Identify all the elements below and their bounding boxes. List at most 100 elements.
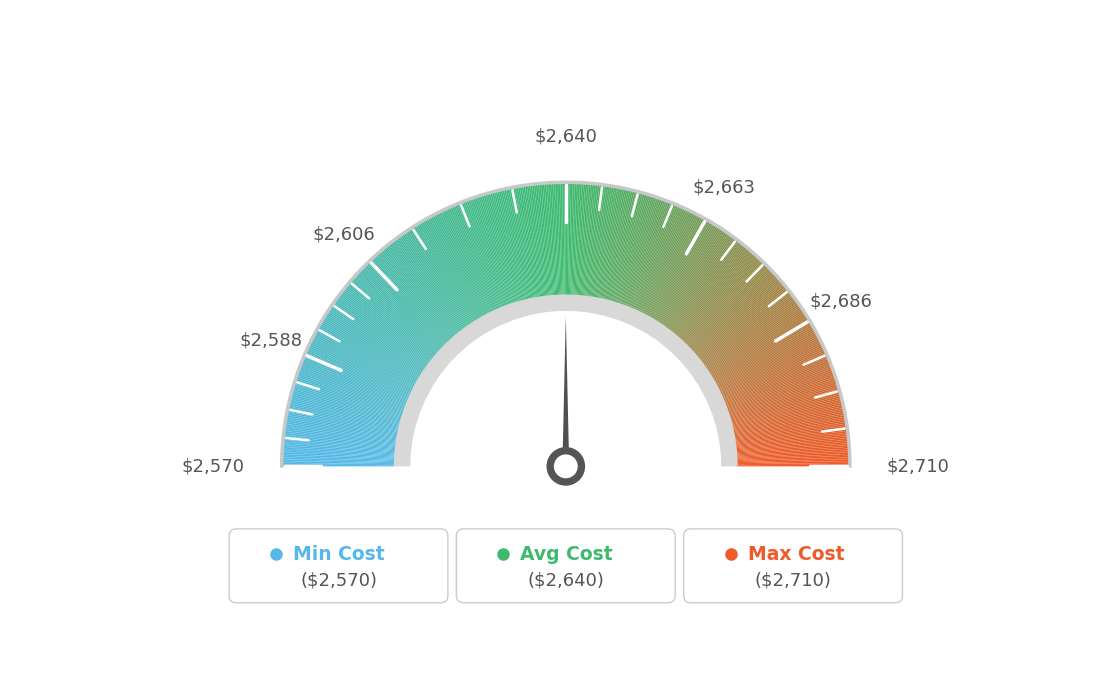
- Wedge shape: [723, 359, 829, 402]
- Wedge shape: [386, 245, 459, 335]
- Wedge shape: [599, 188, 624, 299]
- Wedge shape: [323, 315, 422, 377]
- Wedge shape: [671, 243, 743, 333]
- Wedge shape: [591, 185, 608, 298]
- Wedge shape: [604, 190, 631, 300]
- Wedge shape: [628, 202, 672, 308]
- Wedge shape: [679, 253, 755, 339]
- Wedge shape: [311, 337, 414, 390]
- Wedge shape: [380, 251, 455, 338]
- Wedge shape: [287, 411, 399, 435]
- Wedge shape: [736, 455, 850, 461]
- Wedge shape: [484, 194, 517, 304]
- Wedge shape: [314, 334, 415, 388]
- Wedge shape: [735, 440, 849, 451]
- Wedge shape: [731, 395, 841, 425]
- Wedge shape: [350, 280, 437, 355]
- Wedge shape: [574, 183, 582, 296]
- Wedge shape: [705, 304, 799, 370]
- Wedge shape: [648, 217, 704, 317]
- Wedge shape: [288, 403, 400, 429]
- Wedge shape: [634, 206, 680, 310]
- Wedge shape: [582, 184, 594, 297]
- Wedge shape: [736, 464, 850, 466]
- Wedge shape: [705, 302, 799, 368]
- Wedge shape: [724, 362, 830, 404]
- Wedge shape: [735, 429, 848, 445]
- Wedge shape: [523, 185, 541, 298]
- Wedge shape: [689, 269, 772, 349]
- Wedge shape: [293, 387, 402, 420]
- Wedge shape: [735, 438, 849, 451]
- Wedge shape: [736, 457, 850, 462]
- Wedge shape: [538, 184, 550, 297]
- Wedge shape: [609, 192, 640, 302]
- Wedge shape: [381, 250, 456, 337]
- Wedge shape: [664, 233, 730, 327]
- Wedge shape: [291, 392, 401, 423]
- Wedge shape: [623, 199, 662, 306]
- Wedge shape: [656, 226, 718, 322]
- Wedge shape: [730, 387, 839, 420]
- Wedge shape: [641, 212, 693, 314]
- Wedge shape: [572, 182, 578, 296]
- Wedge shape: [432, 215, 487, 316]
- Wedge shape: [736, 446, 849, 455]
- Wedge shape: [735, 443, 849, 453]
- Wedge shape: [715, 330, 816, 385]
- Wedge shape: [412, 226, 475, 323]
- Wedge shape: [734, 418, 846, 439]
- Wedge shape: [625, 199, 666, 306]
- Wedge shape: [289, 401, 400, 428]
- Wedge shape: [596, 186, 617, 299]
- Wedge shape: [529, 184, 544, 297]
- Wedge shape: [687, 267, 769, 347]
- Wedge shape: [461, 201, 505, 308]
- Wedge shape: [730, 391, 840, 422]
- FancyBboxPatch shape: [683, 529, 902, 603]
- Wedge shape: [734, 420, 847, 440]
- Wedge shape: [299, 365, 406, 406]
- Wedge shape: [289, 400, 400, 427]
- Wedge shape: [656, 224, 716, 322]
- Wedge shape: [676, 250, 751, 337]
- Wedge shape: [719, 339, 820, 391]
- Wedge shape: [317, 328, 417, 384]
- Wedge shape: [624, 199, 664, 306]
- Wedge shape: [732, 400, 842, 427]
- Wedge shape: [693, 277, 779, 353]
- Wedge shape: [424, 219, 481, 319]
- Wedge shape: [546, 183, 555, 296]
- Wedge shape: [289, 397, 401, 426]
- Wedge shape: [373, 257, 450, 342]
- Wedge shape: [658, 228, 721, 324]
- Wedge shape: [675, 248, 749, 336]
- Wedge shape: [650, 220, 709, 319]
- Wedge shape: [714, 328, 815, 384]
- Wedge shape: [618, 196, 656, 304]
- Wedge shape: [285, 426, 397, 443]
- Wedge shape: [630, 204, 676, 309]
- Wedge shape: [636, 207, 683, 311]
- Wedge shape: [325, 314, 422, 376]
- Wedge shape: [722, 352, 827, 399]
- Wedge shape: [643, 213, 694, 315]
- Wedge shape: [282, 452, 395, 459]
- Wedge shape: [520, 186, 539, 298]
- Wedge shape: [697, 285, 786, 359]
- Wedge shape: [499, 190, 527, 301]
- Wedge shape: [734, 424, 847, 442]
- Text: $2,606: $2,606: [312, 226, 375, 244]
- Wedge shape: [284, 427, 397, 444]
- Wedge shape: [724, 364, 831, 406]
- Wedge shape: [463, 201, 505, 308]
- Wedge shape: [487, 193, 519, 303]
- Text: $2,588: $2,588: [240, 331, 302, 349]
- Wedge shape: [309, 344, 412, 394]
- Wedge shape: [721, 348, 825, 397]
- Wedge shape: [622, 198, 660, 306]
- Wedge shape: [352, 277, 438, 353]
- Wedge shape: [512, 187, 535, 299]
- Wedge shape: [711, 319, 809, 379]
- Wedge shape: [734, 417, 846, 437]
